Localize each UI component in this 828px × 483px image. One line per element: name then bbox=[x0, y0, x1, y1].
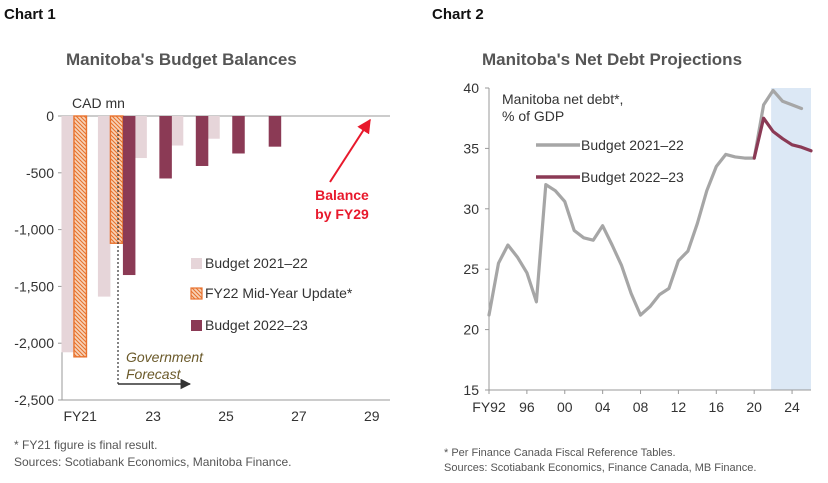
chart2-x-tick-label: 04 bbox=[595, 399, 611, 415]
chart1-plot: 0 -500 -1,000 -1,500 -2,000 -2,500 CAD mn FY21 2… bbox=[14, 95, 390, 424]
chart2-line-budget-2021-22 bbox=[487, 88, 804, 317]
chart2-line-budget-2022-23 bbox=[752, 116, 813, 160]
chart1-bar-budget-2022-23 bbox=[268, 116, 282, 147]
chart2-y-tick-label: 15 bbox=[463, 382, 479, 398]
chart1-bar-budget-2021-22 bbox=[134, 116, 147, 159]
chart1-sources: Sources: Scotiabank Economics, Manitoba … bbox=[14, 455, 292, 469]
chart1-y-tick-label: -2,500 bbox=[14, 392, 54, 408]
chart1-bar-budget-2021-22 bbox=[61, 116, 74, 353]
chart1-legend-label: Budget 2021–22 bbox=[205, 255, 308, 271]
chart2-sources: Sources: Scotiabank Economics, Finance C… bbox=[444, 462, 757, 474]
chart2-forecast-shade bbox=[771, 88, 811, 390]
chart2-legend-label: Budget 2022–23 bbox=[581, 169, 684, 185]
chart1-legend-swatch bbox=[190, 287, 203, 300]
chart2-y-tick-label: 20 bbox=[463, 322, 479, 338]
chart2-y-axis-label-1: Manitoba net debt*, bbox=[502, 91, 623, 107]
chart1-bar-budget-2022-23 bbox=[122, 116, 136, 276]
chart2-x-tick-label: FY92 bbox=[472, 399, 506, 415]
chart2-tag: Chart 2 bbox=[432, 6, 484, 23]
chart1-y-axis-label: CAD mn bbox=[72, 95, 125, 111]
chart1-bar-budget-2021-22 bbox=[207, 116, 220, 139]
chart2-plot: 15 20 25 30 35 40 FY92 96 00 04 08 12 16 20 24 Manitoba… bbox=[463, 80, 813, 415]
chart1-y-tick-label: -1,500 bbox=[14, 278, 54, 294]
chart2-title: Manitoba's Net Debt Projections bbox=[482, 50, 743, 69]
chart1-footnote: * FY21 figure is final result. bbox=[14, 438, 158, 452]
chart1-bar-budget-2022-23 bbox=[159, 116, 172, 179]
chart2-x-tick-label: 24 bbox=[784, 399, 800, 415]
chart1-forecast-label-2: Forecast bbox=[126, 366, 182, 382]
chart2-x-tick-label: 08 bbox=[633, 399, 649, 415]
chart1-legend-swatch bbox=[191, 320, 202, 331]
chart1-x-tick-label: FY21 bbox=[63, 408, 97, 424]
chart1-x-tick-label: 27 bbox=[291, 408, 307, 424]
chart2-y-tick-label: 40 bbox=[463, 80, 479, 96]
chart1-bar-budget-2021-22 bbox=[170, 116, 184, 146]
chart1-legend-swatch bbox=[191, 258, 202, 269]
chart2-x-tick-label: 00 bbox=[557, 399, 573, 415]
chart1-balance-arrow bbox=[329, 118, 371, 183]
chart2-x-tick-label: 12 bbox=[671, 399, 687, 415]
chart1-legend-label: FY22 Mid-Year Update* bbox=[205, 285, 353, 301]
chart1-x-tick-label: 29 bbox=[364, 408, 380, 424]
chart2-y-tick-label: 25 bbox=[463, 261, 479, 277]
chart1-x-tick-label: 25 bbox=[218, 408, 234, 424]
chart1-y-tick-label: -1,000 bbox=[14, 222, 54, 238]
chart1-y-tick-label: -2,000 bbox=[14, 335, 54, 351]
chart2-x-tick-label: 16 bbox=[709, 399, 725, 415]
chart1-tag: Chart 1 bbox=[4, 6, 56, 23]
chart1-y-tick-label: -500 bbox=[26, 165, 54, 181]
chart2-x-tick-label: 20 bbox=[746, 399, 762, 415]
chart2-y-axis-label-2: % of GDP bbox=[502, 108, 564, 124]
chart1-bar-budget-2022-23 bbox=[195, 116, 209, 166]
chart2-y-tick-label: 30 bbox=[463, 201, 479, 217]
chart1-bar-mid-year-update bbox=[109, 115, 124, 244]
chart2-y-tick-label: 35 bbox=[463, 140, 479, 156]
chart1-y-tick-label: 0 bbox=[46, 108, 54, 124]
chart1-bar-budget-2022-23 bbox=[232, 116, 245, 154]
chart2-legend-label: Budget 2021–22 bbox=[581, 137, 684, 153]
chart1-bar-mid-year-update bbox=[73, 115, 88, 358]
chart1-balance-label-2: by FY29 bbox=[315, 206, 369, 222]
chart2-footnote: * Per Finance Canada Fiscal Reference Ta… bbox=[444, 447, 676, 459]
chart1-x-tick-label: 23 bbox=[145, 408, 161, 424]
chart1-balance-label-1: Balance bbox=[315, 187, 369, 203]
chart1-forecast-label-1: Government bbox=[126, 349, 204, 365]
chart2-x-tick-label: 96 bbox=[519, 399, 535, 415]
chart1-bar-budget-2021-22 bbox=[97, 116, 111, 297]
chart1-title: Manitoba's Budget Balances bbox=[66, 50, 297, 69]
chart1-legend-label: Budget 2022–23 bbox=[205, 317, 308, 333]
